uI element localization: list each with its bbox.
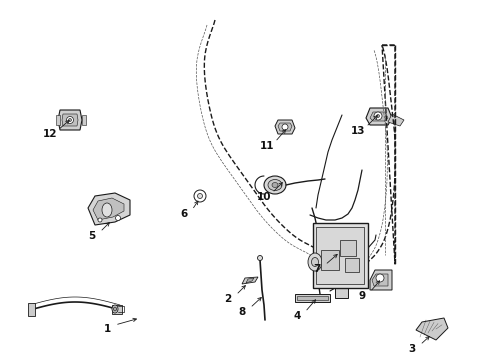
Polygon shape: [294, 294, 329, 302]
Text: 1: 1: [103, 324, 110, 334]
Polygon shape: [334, 288, 347, 298]
Text: 4: 4: [293, 311, 300, 321]
Bar: [339, 240, 355, 256]
Polygon shape: [296, 296, 327, 300]
Ellipse shape: [194, 190, 205, 202]
Text: 7: 7: [313, 264, 320, 274]
Text: 6: 6: [180, 209, 187, 219]
Ellipse shape: [197, 194, 202, 198]
Text: 8: 8: [238, 307, 245, 317]
Ellipse shape: [98, 218, 102, 222]
Ellipse shape: [115, 216, 120, 220]
Polygon shape: [93, 198, 124, 220]
Ellipse shape: [373, 112, 381, 120]
Text: 5: 5: [88, 231, 96, 241]
Polygon shape: [245, 278, 253, 283]
Ellipse shape: [257, 256, 262, 261]
Polygon shape: [274, 120, 294, 134]
Ellipse shape: [271, 183, 278, 188]
Ellipse shape: [264, 176, 285, 194]
Bar: [320, 250, 338, 270]
Ellipse shape: [376, 114, 379, 117]
Ellipse shape: [375, 274, 383, 282]
Polygon shape: [56, 115, 60, 125]
Polygon shape: [371, 274, 387, 286]
Polygon shape: [88, 193, 130, 225]
Ellipse shape: [311, 257, 318, 266]
Ellipse shape: [102, 203, 112, 217]
Text: 12: 12: [42, 129, 57, 139]
Polygon shape: [112, 305, 122, 314]
Text: 11: 11: [259, 141, 274, 151]
Ellipse shape: [307, 253, 321, 271]
Polygon shape: [369, 112, 387, 121]
Ellipse shape: [282, 124, 287, 130]
Text: 9: 9: [358, 291, 365, 301]
Polygon shape: [415, 318, 447, 340]
Polygon shape: [369, 270, 391, 290]
Ellipse shape: [66, 117, 73, 123]
Polygon shape: [387, 114, 403, 126]
Bar: [315, 226, 363, 284]
Text: 10: 10: [256, 192, 271, 202]
Polygon shape: [242, 277, 258, 284]
Text: 13: 13: [350, 126, 365, 136]
Text: 3: 3: [407, 344, 415, 354]
Ellipse shape: [112, 305, 118, 313]
Polygon shape: [62, 114, 78, 126]
Polygon shape: [58, 110, 82, 130]
Bar: [345, 258, 358, 272]
Polygon shape: [365, 108, 391, 125]
Bar: [312, 222, 367, 288]
Text: 2: 2: [224, 294, 231, 304]
Polygon shape: [82, 115, 86, 125]
Polygon shape: [28, 303, 35, 316]
Ellipse shape: [267, 180, 282, 190]
Ellipse shape: [113, 307, 116, 311]
Polygon shape: [278, 123, 291, 131]
Ellipse shape: [68, 118, 71, 122]
